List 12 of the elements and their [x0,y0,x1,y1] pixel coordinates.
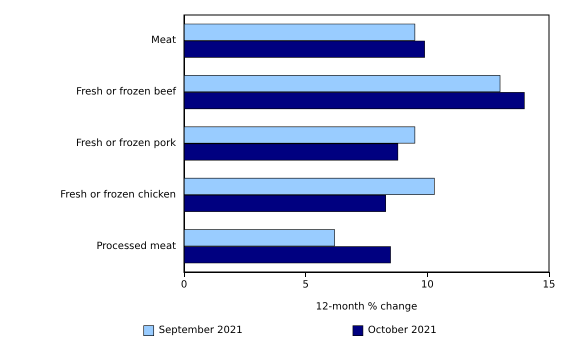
x-axis-title: 12-month % change [316,302,418,312]
y-tick-label: Fresh or frozen pork [76,138,176,149]
x-tick-label: 0 [180,280,188,290]
x-tick-label: 5 [302,280,309,290]
x-tick-label: 10 [420,280,434,290]
legend-label: September 2021 [158,325,243,336]
y-tick-label: Processed meat [96,240,176,252]
legend-label: October 2021 [368,325,437,336]
y-tick-label: Meat [151,35,176,46]
y-tick-label: Fresh or frozen chicken [60,189,176,200]
y-tick-label: Fresh or frozen beef [76,86,176,98]
x-tick-label: 15 [542,280,556,290]
